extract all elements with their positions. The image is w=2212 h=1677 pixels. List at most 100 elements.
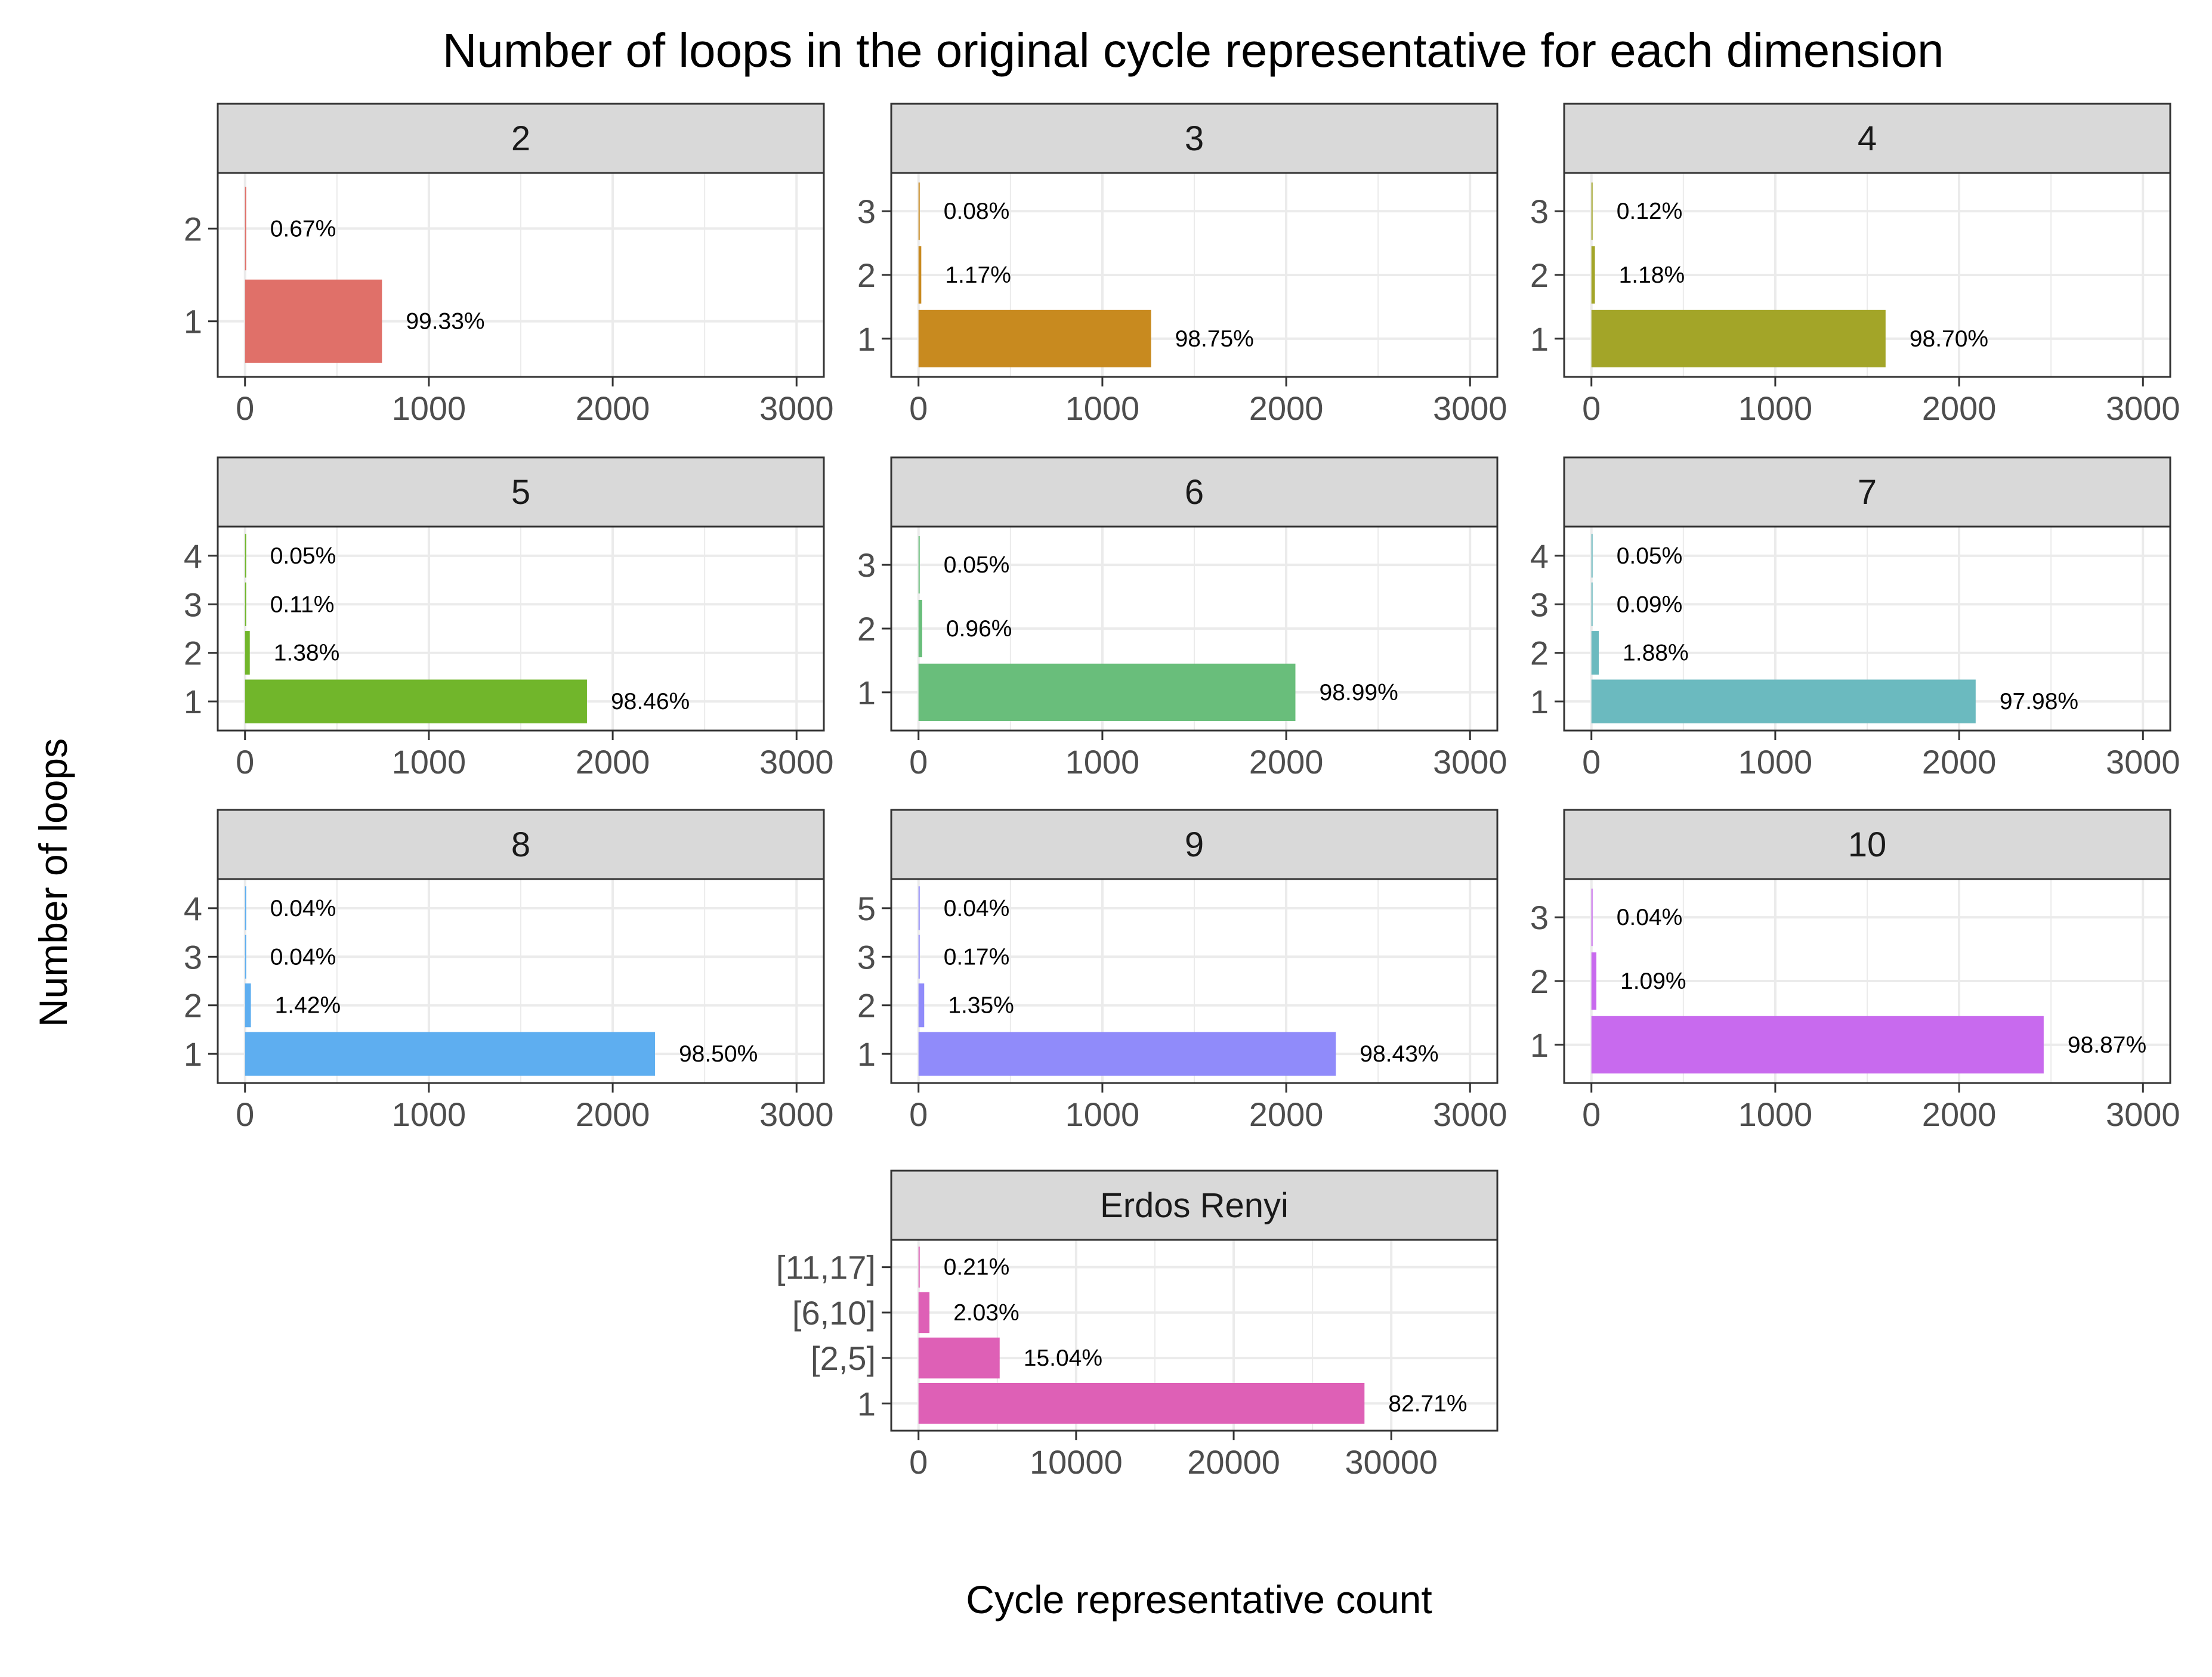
x-tick-label: 2000 [1922,1096,1997,1133]
x-tick-label: 2000 [1249,743,1324,781]
x-tick-label: 1000 [1065,743,1140,781]
y-tick-label: 4 [184,537,202,575]
bar [245,679,587,723]
y-tick-label: 2 [1530,635,1549,672]
panel-border [1563,525,2171,732]
bar [918,1337,1000,1379]
bar-percent-label: 1.18% [1619,262,1685,288]
strip-label: 9 [1185,825,1204,864]
bar-percent-label: 2.03% [953,1300,1020,1326]
bar [918,935,920,979]
bar-percent-label: 0.67% [270,216,336,242]
bar [245,983,251,1028]
bar-percent-label: 0.05% [1617,543,1683,569]
bar [1591,952,1597,1010]
x-tick-label: 2000 [576,743,650,781]
bar [918,599,922,658]
x-tick-label: 1000 [1065,389,1140,427]
y-tick-label: 3 [1530,899,1549,936]
bar [918,182,920,240]
y-tick-label: 2 [1530,963,1549,1000]
y-tick-label: 1 [857,320,876,358]
x-axis-title: Cycle representative count [966,1577,1432,1622]
y-tick-label: 1 [857,674,876,711]
y-tick-label: 1 [1530,320,1549,358]
panel-6: 6 98.99% 0.96% 0.05% 1 2 3 0 1000 2000 3000 [857,456,1507,781]
panel-border [217,172,825,378]
y-tick-label: 3 [857,193,876,230]
x-tick-label: 3000 [1433,743,1507,781]
x-tick-label: 0 [1582,743,1601,781]
x-tick-label: 3000 [1433,389,1507,427]
x-tick-label: 2000 [1922,389,1997,427]
bar-percent-label: 0.04% [270,944,336,970]
bar-percent-label: 98.75% [1175,326,1254,352]
y-tick-label: [6,10] [792,1294,876,1332]
y-tick-label: 3 [184,938,202,976]
strip-background [890,103,1499,174]
bar [1591,534,1593,578]
bar [918,1246,920,1288]
bar-percent-label: 0.08% [944,199,1010,224]
bar [1591,310,1886,367]
x-tick-label: 3000 [1433,1096,1507,1133]
x-tick-label: 0 [236,1096,254,1133]
strip-label: 7 [1858,473,1877,512]
bar [918,663,1296,721]
bar-percent-label: 0.04% [1617,905,1683,930]
bar-percent-label: 0.11% [270,592,335,617]
strip-label: 4 [1858,119,1877,158]
y-axis-title: Number of loops [31,738,75,1027]
x-tick-label: 2000 [576,389,650,427]
x-tick-label: 1000 [392,743,467,781]
bar-percent-label: 1.42% [275,993,341,1019]
panel-5: 5 98.46% 1.38% 0.11% 0.05% 1 2 3 4 0 1000 2000 3000 [184,456,834,781]
bar [1591,582,1593,626]
x-tick-label: 2000 [1922,743,1997,781]
x-tick-label: 1000 [1738,389,1813,427]
bar [245,534,246,578]
x-tick-label: 20000 [1187,1443,1280,1481]
y-tick-label: 4 [184,890,202,927]
y-tick-label: 2 [857,987,876,1025]
y-tick-label: 1 [184,683,202,720]
y-tick-label: 2 [184,635,202,672]
bar [245,631,250,675]
facet-panels: 299.33%0.67%120 1000 2000 3000398.75%1.17%0… [184,103,2180,1481]
x-tick-label: 3000 [759,1096,834,1133]
bar [1591,246,1595,304]
x-tick-label: 3000 [759,389,834,427]
y-tick-label: 2 [1530,256,1549,294]
bar [918,1383,1365,1424]
bar-percent-label: 1.35% [948,993,1014,1019]
bar [918,536,920,594]
strip-background [890,456,1499,528]
y-tick-label: 4 [1530,537,1549,575]
bar-percent-label: 0.21% [944,1255,1010,1280]
bar [245,279,382,363]
bar-percent-label: 98.46% [611,689,690,714]
bar-percent-label: 97.98% [2000,689,2078,714]
bar [245,935,246,979]
bar-percent-label: 0.05% [944,552,1010,578]
bar-percent-label: 1.88% [1623,641,1689,666]
bar [1591,889,1593,946]
x-tick-label: 30000 [1345,1443,1438,1481]
y-tick-label: 1 [857,1035,876,1073]
bar [918,983,925,1028]
bar-percent-label: 82.71% [1388,1391,1467,1416]
y-tick-label: 3 [1530,586,1549,623]
bar-percent-label: 0.17% [944,944,1010,970]
panel-border [217,525,825,732]
y-tick-label: 3 [857,546,876,584]
chart-title: Number of loops in the original cycle re… [443,24,1944,77]
x-tick-label: 0 [909,743,928,781]
x-tick-label: 0 [236,743,254,781]
panel-2: 2 99.33% 0.67% 1 2 0 1000 2000 3000 [184,103,834,427]
x-tick-label: 3000 [2106,743,2180,781]
strip-background [890,1169,1499,1241]
strip-label: 8 [511,825,530,864]
x-tick-label: 0 [236,389,254,427]
x-tick-label: 3000 [759,743,834,781]
